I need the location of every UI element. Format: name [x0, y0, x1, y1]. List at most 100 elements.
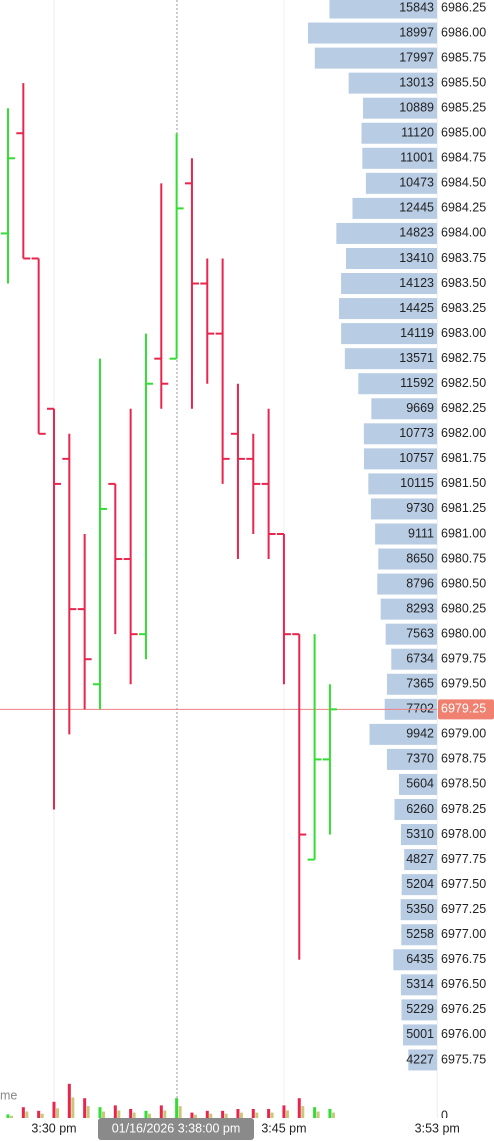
volume-bar [221, 1110, 225, 1118]
x-tick-label: 3:30 pm [31, 1121, 76, 1135]
profile-bar [375, 523, 437, 545]
volume-bar [313, 1107, 317, 1118]
volume-bar [113, 1105, 117, 1118]
y-tick-label: 6985.25 [441, 100, 486, 114]
profile-value: 7365 [406, 677, 434, 691]
profile-bar [401, 874, 437, 896]
volume-bar [98, 1107, 102, 1118]
profile-value: 11120 [401, 126, 434, 140]
profile-bar [404, 849, 437, 871]
profile-value: 11592 [400, 376, 434, 390]
volume-bar-shadow [316, 1111, 320, 1118]
y-tick-label: 6977.25 [441, 902, 486, 916]
profile-value: 13571 [399, 351, 434, 365]
y-tick-label: 6976.50 [441, 977, 486, 991]
volume-bar [267, 1109, 271, 1118]
x-tick-label: 3:45 pm [261, 1121, 306, 1135]
profile-value: 10473 [399, 176, 434, 190]
profile-value: 5314 [406, 977, 434, 991]
volume-bar-shadow [10, 1115, 13, 1118]
y-tick-label: 6980.50 [441, 576, 486, 590]
y-tick-label: 6982.75 [441, 351, 486, 365]
profile-value: 8796 [406, 576, 434, 590]
y-tick-label: 6982.25 [441, 401, 486, 415]
profile-value: 9942 [406, 727, 434, 741]
profile-bar [394, 798, 437, 820]
volume-bar-shadow [40, 1113, 44, 1118]
profile-value: 10889 [399, 100, 434, 114]
y-tick-label: 6986.25 [441, 0, 486, 14]
profile-value: 17997 [399, 50, 434, 64]
volume-bar [175, 1098, 179, 1118]
y-tick-label: 6975.75 [441, 1052, 486, 1066]
profile-value: 6734 [406, 652, 434, 666]
profile-bar [391, 648, 437, 670]
profile-bar [401, 999, 437, 1021]
profile-bar [336, 222, 437, 244]
volume-bar [328, 1109, 332, 1118]
y-tick-label: 6978.50 [441, 777, 486, 791]
profile-value: 7563 [406, 626, 434, 640]
volume-label: me [0, 1088, 17, 1102]
y-tick-label: 6976.25 [441, 1002, 486, 1016]
profile-bar [363, 97, 437, 119]
volume-bar-shadow [178, 1106, 182, 1118]
y-tick-label: 6982.50 [441, 376, 486, 390]
profile-value: 9111 [408, 526, 434, 540]
profile-value: 6260 [406, 802, 434, 816]
y-tick-label: 6981.75 [441, 451, 486, 465]
profile-bar [362, 147, 437, 169]
profile-bar [408, 1049, 437, 1071]
profile-value: 14823 [399, 226, 434, 240]
profile-bar [345, 247, 437, 269]
profile-value: 14119 [400, 326, 434, 340]
profile-value: 11001 [400, 151, 434, 165]
profile-bar [385, 623, 437, 645]
profile-bar [377, 573, 437, 595]
volume-bar-shadow [270, 1112, 274, 1118]
y-tick-label: 6985.00 [441, 126, 486, 140]
profile-value: 5604 [406, 777, 434, 791]
profile-bar [341, 273, 437, 295]
volume-bar-shadow [193, 1114, 197, 1118]
profile-value: 4227 [406, 1052, 434, 1066]
profile-value: 5229 [406, 1002, 434, 1016]
y-tick-label: 6981.50 [441, 476, 486, 490]
profile-bar [308, 22, 437, 44]
profile-bar [370, 498, 437, 520]
profile-value: 10115 [400, 476, 434, 490]
volume-bar-shadow [132, 1112, 136, 1118]
profile-value: 5001 [406, 1027, 434, 1041]
profile-bar [339, 298, 437, 320]
profile-bar [380, 598, 437, 620]
y-tick-label: 6985.75 [441, 50, 486, 64]
y-tick-label: 6983.00 [441, 326, 486, 340]
y-tick-label: 6985.50 [441, 75, 486, 89]
profile-value: 10773 [399, 426, 434, 440]
profile-value: 14425 [399, 301, 434, 315]
profile-value: 8293 [406, 601, 434, 615]
profile-bar [393, 949, 437, 971]
y-tick-label: 6978.00 [441, 827, 486, 841]
volume-bar-shadow [255, 1112, 259, 1118]
profile-bar [403, 1024, 437, 1046]
volume-bar-shadow [285, 1110, 289, 1118]
profile-value: 5350 [406, 902, 434, 916]
y-tick-label: 6979.75 [441, 652, 486, 666]
volume-bar-shadow [86, 1106, 90, 1118]
y-tick-label: 6978.75 [441, 752, 486, 766]
y-tick-label: 6980.75 [441, 551, 486, 565]
volume-bar-shadow [117, 1110, 121, 1118]
last-price-box [438, 699, 494, 720]
y-tick-label: 6978.25 [441, 802, 486, 816]
volume-bar-shadow [301, 1106, 305, 1118]
profile-value: 4827 [406, 852, 434, 866]
volume-bar-shadow [209, 1113, 213, 1118]
volume-bar-shadow [71, 1097, 75, 1118]
profile-value: 15843 [399, 0, 434, 14]
volume-bar [144, 1110, 148, 1118]
profile-bar [348, 72, 437, 94]
profile-value: 9669 [406, 401, 434, 415]
crosshair-box [98, 1118, 254, 1140]
